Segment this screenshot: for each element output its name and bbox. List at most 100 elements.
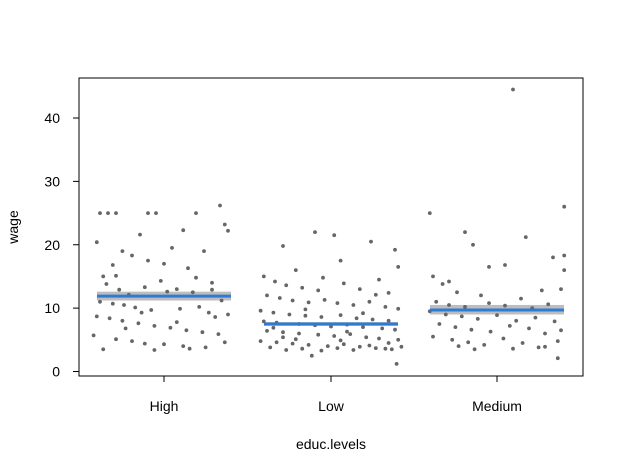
point-medium [450,337,455,342]
point-medium [447,303,451,307]
point-medium [520,341,525,345]
point-low [335,346,340,350]
y-axis: 0 10 20 30 40 [44,110,80,380]
point-low [396,306,401,311]
point-low [377,336,381,341]
point-high [168,325,173,330]
point-low [290,341,295,346]
point-high [184,328,189,333]
point-high [197,305,202,309]
point-medium [559,287,563,291]
point-medium [453,325,458,329]
point-medium [514,318,519,323]
point-low [316,288,321,293]
point-low [367,299,372,304]
point-high [190,290,195,295]
point-low [293,337,298,342]
point-low [383,346,388,351]
point-medium [472,347,477,352]
point-low [268,345,273,350]
point-high [181,228,186,233]
point-medium [523,235,528,240]
point-high [101,347,106,352]
point-high [138,232,142,237]
point-high [210,287,214,292]
point-high [104,282,109,286]
point-low [325,344,330,348]
point-low [306,300,311,305]
point-high [122,303,126,307]
point-low [261,274,266,279]
point-low [394,362,399,366]
point-medium [437,322,442,326]
point-high [146,211,150,216]
point-high [98,299,102,304]
point-high [98,211,102,216]
point-medium [503,263,507,267]
point-low [386,318,391,323]
point-low [364,335,369,340]
y-tick-label-0: 0 [52,364,60,380]
point-low [265,293,269,298]
point-high [152,324,157,328]
point-low [386,291,391,295]
y-tick-label-40: 40 [44,110,60,126]
point-low [281,244,285,248]
point-medium [440,282,445,286]
point-low [345,329,349,334]
x-axis-title: educ.levels [296,436,366,452]
point-medium [519,296,523,301]
point-medium [536,345,541,350]
point-medium [487,265,491,269]
point-low [316,332,321,337]
point-medium [551,255,555,260]
point-low [261,319,266,324]
point-low [332,334,337,338]
point-medium [533,315,538,320]
point-low [284,283,289,288]
point-high [206,310,211,315]
point-medium [443,312,448,317]
point-high [120,318,125,323]
point-high [139,310,144,315]
point-low [329,324,333,329]
point-high [165,289,170,294]
y-tick-label-30: 30 [44,173,60,189]
point-high [170,246,174,250]
point-low [354,316,359,321]
point-high [130,339,134,343]
point-high [162,342,166,347]
point-low [393,247,397,252]
point-low [322,298,327,302]
point-medium [562,204,567,209]
point-high [226,312,230,317]
point-low [287,312,292,317]
point-high [219,298,224,303]
point-low [293,268,298,272]
point-low [396,337,401,342]
point-high [186,266,190,271]
point-high [222,340,227,345]
point-low [341,342,346,347]
point-medium [555,356,560,361]
point-low [370,317,375,322]
point-low [369,239,373,244]
point-medium [546,302,551,307]
point-high [226,228,230,233]
point-low [338,258,343,263]
point-medium [482,343,487,347]
point-medium [447,279,451,284]
point-low [393,327,397,332]
point-low [386,341,391,345]
point-low [313,230,317,235]
mean-lines [97,294,564,326]
point-low [380,326,385,331]
point-medium [475,317,480,321]
point-high [107,316,112,321]
point-medium [559,328,563,333]
point-high [120,249,125,254]
point-low [357,287,362,291]
point-high [114,273,118,278]
point-low [389,347,394,352]
